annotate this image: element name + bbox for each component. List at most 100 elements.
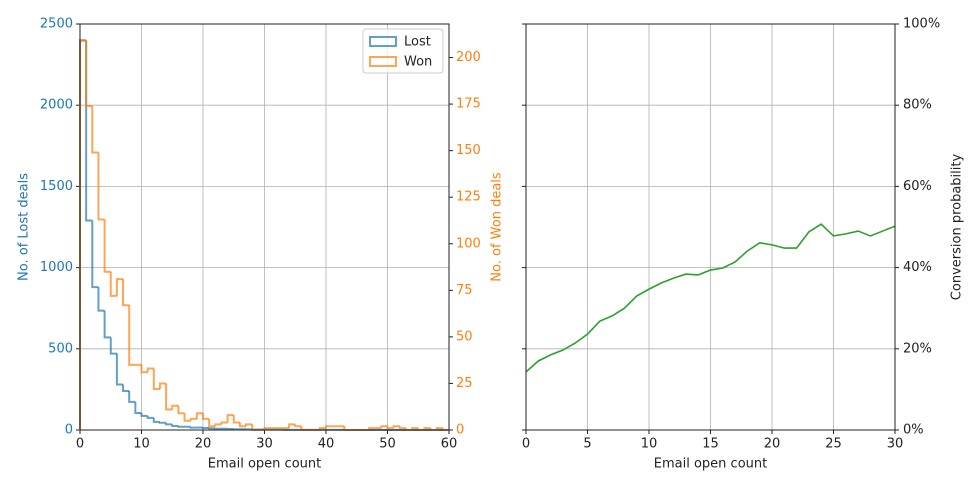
x-tick-label: 25 — [825, 437, 842, 452]
histogram-step — [165, 383, 173, 411]
histogram-step — [165, 422, 173, 426]
histogram-step — [300, 426, 308, 431]
histogram-step — [220, 421, 228, 425]
y-tick-label: 1000 — [40, 260, 73, 275]
histogram-step — [245, 423, 253, 427]
histogram-step — [368, 427, 376, 430]
histogram-step — [195, 412, 203, 419]
histogram-step — [134, 401, 142, 414]
histogram-step — [189, 426, 197, 429]
y-tick-label: 60% — [903, 179, 932, 194]
y-tick-label: 500 — [48, 341, 73, 356]
histogram-step — [177, 405, 185, 415]
x-tick-label: 30 — [887, 437, 904, 452]
histogram-step — [386, 426, 394, 430]
x-tick-label: 60 — [441, 437, 458, 452]
histogram-step — [122, 384, 130, 393]
legend-swatch — [369, 36, 397, 47]
histogram-step — [109, 337, 117, 355]
legend-label: Won — [404, 55, 432, 70]
histogram-step — [128, 391, 136, 403]
y2-tick-label: 50 — [456, 329, 473, 344]
y-axis-label: Conversion probability — [950, 154, 965, 301]
x-tick-label: 30 — [256, 437, 273, 452]
histogram-step — [97, 287, 105, 312]
histogram-step — [103, 310, 111, 339]
histogram-step — [318, 427, 326, 430]
y2-tick-label: 75 — [456, 283, 473, 298]
histogram-step — [343, 426, 351, 431]
histogram-step — [435, 427, 443, 430]
histogram-step — [152, 368, 160, 391]
histogram-step — [202, 413, 210, 420]
histogram-step — [140, 412, 148, 417]
y2-tick-label: 200 — [456, 50, 481, 65]
histogram-step — [97, 152, 105, 221]
y-tick-label: 2000 — [40, 98, 73, 113]
histogram-step — [411, 427, 419, 430]
y2-tick-label: 25 — [456, 376, 473, 391]
histogram-step — [158, 382, 167, 390]
histogram-step — [109, 271, 117, 297]
histogram-step — [263, 427, 271, 430]
histogram-step — [122, 279, 130, 307]
histogram-step — [152, 417, 160, 423]
legend-label: Lost — [404, 35, 431, 50]
histogram-step — [392, 425, 400, 429]
histogram-step — [158, 421, 167, 424]
x-tick-label: 50 — [379, 437, 396, 452]
y-tick-label: 0% — [903, 423, 924, 438]
y-axis-label: No. of Lost deals — [17, 173, 32, 281]
histogram-step — [146, 367, 154, 373]
x-tick-label: 5 — [583, 437, 591, 452]
y-tick-label: 100% — [903, 17, 940, 32]
histogram-step — [398, 426, 406, 430]
histogram-step — [171, 424, 179, 427]
histogram-step — [214, 423, 222, 427]
histogram-step — [146, 415, 154, 419]
histogram-step — [115, 353, 124, 386]
histogram-step — [171, 404, 179, 410]
histogram-step — [177, 425, 185, 428]
histogram-step — [423, 427, 431, 430]
legend-swatch — [369, 56, 397, 67]
x-tick-label: 40 — [318, 437, 335, 452]
histogram-step — [232, 415, 240, 424]
y2-tick-label: 150 — [456, 143, 481, 158]
x-tick-label: 10 — [133, 437, 150, 452]
y-tick-label: 0 — [65, 423, 73, 438]
x-tick-label: 0 — [522, 437, 530, 452]
histogram-step — [380, 425, 388, 429]
histogram-step — [251, 424, 259, 431]
x-axis-label: Email open count — [208, 457, 321, 472]
histogram-step — [294, 424, 302, 428]
histogram-step — [128, 305, 136, 366]
line — [525, 223, 896, 373]
legend-box — [362, 28, 444, 74]
y-tick-label: 2500 — [40, 17, 73, 32]
y-tick-label: 20% — [903, 341, 932, 356]
histogram-step — [189, 417, 197, 421]
histogram-step — [288, 423, 296, 429]
x-tick-label: 10 — [641, 437, 658, 452]
x-tick-label: 0 — [76, 437, 84, 452]
y-tick-label: 1500 — [40, 179, 73, 194]
y2-tick-label: 0 — [456, 423, 464, 438]
histogram-step — [140, 364, 148, 374]
histogram-step — [85, 40, 93, 107]
histogram-step — [91, 220, 99, 289]
x-tick-label: 20 — [764, 437, 781, 452]
x-tick-label: 15 — [702, 437, 719, 452]
histogram-step — [91, 105, 99, 154]
histogram-step — [183, 413, 191, 422]
y2-tick-label: 175 — [456, 97, 481, 112]
y2-axis-label: No. of Won deals — [490, 172, 505, 282]
histogram-step — [325, 425, 333, 429]
y2-tick-label: 100 — [456, 236, 481, 251]
x-tick-label: 20 — [195, 437, 212, 452]
histogram-step — [238, 422, 247, 428]
histogram-step — [103, 219, 111, 273]
y2-tick-label: 125 — [456, 190, 481, 205]
histogram-step — [115, 278, 124, 296]
